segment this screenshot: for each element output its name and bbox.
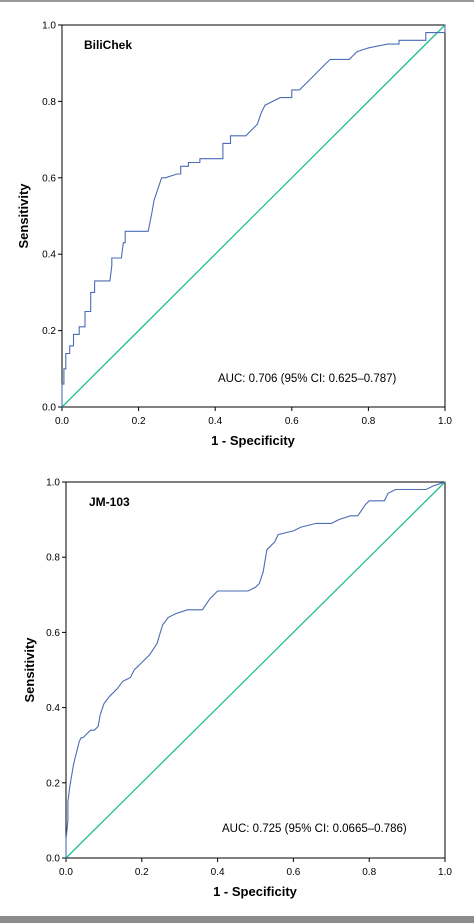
y-tick-label: 1.0 [46,478,60,489]
y-tick-label: 1.0 [42,21,56,32]
x-tick-label: 1.0 [438,867,452,878]
x-tick-label: 0.4 [211,867,225,878]
x-tick-label: 1.0 [438,416,452,427]
top-border [0,0,474,2]
x-axis-label-1: 1 - Specificity [211,433,296,448]
y-tick-label: 0.0 [42,403,56,414]
x-tick-label: 0.6 [285,416,299,427]
reference-line-1 [61,24,446,408]
auc-annotation-1: AUC: 0.706 (95% CI: 0.625–0.787) [218,373,397,385]
y-axis-label-2: Sensitivity [22,637,37,703]
bottom-border [0,916,474,923]
x-tick-label: 0.4 [208,416,222,427]
roc-curve-2 [65,481,446,858]
y-axis-label-1: Sensitivity [16,183,31,249]
x-tick-label: 0.0 [59,867,73,878]
x-tick-label: 0.8 [361,416,375,427]
y-tick-label: 0.8 [46,553,60,564]
tick-group-1: 0.0 0.2 0.4 0.6 0.8 1.0 0.0 0.2 0.4 0.6 0.8 1.0 [42,21,452,428]
x-axis-label-2: 1 - Specificity [213,884,298,899]
y-tick-label: 0.4 [46,703,60,714]
x-tick-label: 0.8 [362,867,376,878]
roc-curve-1 [61,25,446,407]
y-tick-label: 0.0 [46,854,60,865]
y-tick-label: 0.2 [46,778,60,789]
auc-annotation-2: AUC: 0.725 (95% CI: 0.0665–0.786) [222,823,407,835]
chart-panel-bilichek: 0.0 0.2 0.4 0.6 0.8 1.0 0.0 0.2 0.4 0.6 0.8 1.0 Bil… [16,21,452,449]
y-tick-label: 0.4 [42,250,56,261]
panel-title-1: BiliChek [84,38,132,52]
x-tick-label: 0.0 [55,416,69,427]
x-tick-label: 0.2 [135,867,149,878]
chart-panel-jm103: 0.0 0.2 0.4 0.6 0.8 1.0 0.0 0.2 0.4 0.6 0.8 1.0 JM-… [22,478,452,900]
y-tick-label: 0.2 [42,326,56,337]
reference-line-2 [65,481,446,859]
y-tick-label: 0.8 [42,97,56,108]
panel-title-2: JM-103 [89,495,130,509]
x-tick-label: 0.2 [132,416,146,427]
x-tick-label: 0.6 [286,867,300,878]
y-tick-label: 0.6 [42,173,56,184]
tick-group-2: 0.0 0.2 0.4 0.6 0.8 1.0 0.0 0.2 0.4 0.6 0.8 1.0 [46,478,452,879]
y-tick-label: 0.6 [46,628,60,639]
